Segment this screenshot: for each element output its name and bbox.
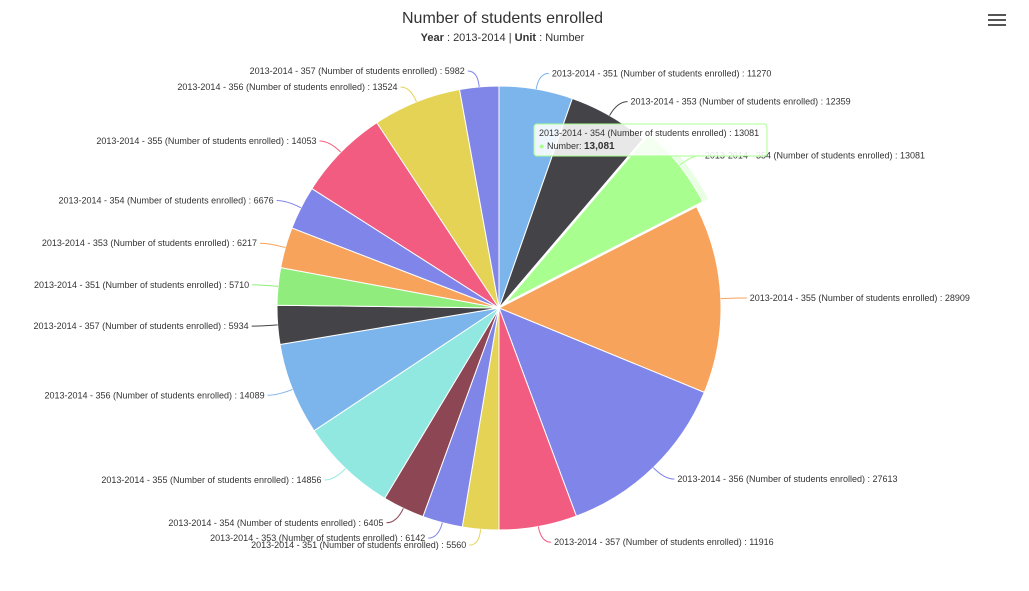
pie-slice[interactable] [498,307,706,517]
slice-label: 2013-2014 - 354 (Number of students enro… [168,518,383,528]
label-connector [535,72,549,90]
slice-label: 2013-2014 - 353 (Number of students enro… [210,533,425,543]
label-connector [652,467,675,480]
chart-title: Number of students enrolled [402,10,603,27]
slice-label: 2013-2014 - 351 (Number of students enro… [552,68,771,78]
label-connector [276,200,302,209]
label-connector [324,468,346,481]
slice-label: 2013-2014 - 356 (Number of students enro… [177,82,397,92]
year-value: 2013-2014 [453,32,506,44]
slice-label: 2013-2014 - 355 (Number of students enro… [101,475,321,485]
tooltip-value-row: ● Number: 13,081 [539,141,615,152]
slice-label: 2013-2014 - 353 (Number of students enro… [631,97,851,107]
slice-label: 2013-2014 - 357 (Number of students enro… [554,537,773,547]
label-connector [467,70,480,87]
hamburger-menu-icon[interactable] [988,14,1006,30]
label-connector [400,86,417,103]
label-connector [386,508,404,524]
slice-label: 2013-2014 - 354 (Number of students enro… [58,196,273,206]
label-connector [267,388,293,396]
label-connector [251,324,278,327]
pie-slice[interactable] [497,205,722,394]
label-connector [609,101,628,116]
slice-label: 2013-2014 - 356 (Number of students enro… [44,390,264,400]
chart-subtitle: Year : 2013-2014 | Unit : Number [420,32,585,44]
label-connector [720,297,747,300]
tooltip-title: 2013-2014 - 354 (Number of students enro… [539,128,759,138]
slice-label: 2013-2014 - 357 (Number of students enro… [250,66,465,76]
label-connector [537,526,552,543]
subtitle-separator: | [508,32,512,44]
slice-label: 2013-2014 - 356 (Number of students enro… [677,474,897,484]
pie-slice[interactable] [458,85,500,309]
year-key: Year [420,32,444,44]
tooltip-series-label: Number: [547,141,582,151]
label-connector [252,284,279,287]
slice-label: 2013-2014 - 357 (Number of students enro… [34,321,249,331]
tooltip-value: 13,081 [584,141,615,152]
unit-key: Unit [514,32,537,44]
slice-label: 2013-2014 - 355 (Number of students enro… [750,293,970,303]
label-connector [319,140,342,153]
slice-label: 2013-2014 - 351 (Number of students enro… [251,540,466,550]
label-connector [469,529,482,546]
label-connector [428,522,443,539]
tooltip: 2013-2014 - 354 (Number of students enro… [533,123,768,157]
slice-label: 2013-2014 - 353 (Number of students enro… [42,238,257,248]
unit-value: Number [545,32,585,44]
slice-label: 2013-2014 - 355 (Number of students enro… [96,136,316,146]
slice-label: 2013-2014 - 354 (Number of students enro… [705,150,925,160]
label-connector [259,242,286,249]
slice-label: 2013-2014 - 351 (Number of students enro… [34,280,249,290]
